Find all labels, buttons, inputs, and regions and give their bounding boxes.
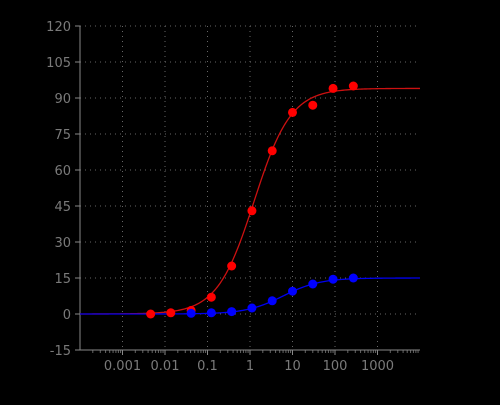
data-point-series-1 [247,206,257,216]
data-point-series-1 [267,146,277,156]
x-tick-label: 0.1 [197,359,218,374]
y-tick-label: 120 [46,20,71,35]
y-tick-label: -15 [50,344,71,359]
data-points [146,81,358,319]
x-tick-label: 0.001 [104,359,141,374]
data-point-series-2 [206,308,216,318]
data-point-series-1 [348,81,358,91]
grid-lines [80,25,420,351]
data-point-series-1 [308,100,318,110]
y-tick-label: 90 [54,92,71,107]
data-point-series-2 [348,273,358,283]
y-tick-label: 75 [54,128,71,143]
x-tick-label: 100 [323,359,348,374]
data-point-series-2 [328,274,338,284]
data-point-series-1 [206,292,216,302]
x-tick-label: 1 [246,359,254,374]
y-tick-label: 60 [54,164,71,179]
x-tick-label: 0.01 [151,359,180,374]
data-point-series-2 [247,303,257,313]
data-point-series-2 [308,279,318,289]
data-point-series-2 [267,296,277,306]
data-point-series-1 [328,83,338,93]
axes: -15 0 15 30 45 60 75 90 105 120 0.001 0.01 0.1 1 10 100… [46,20,420,374]
y-tick-label: 0 [63,308,71,323]
data-point-series-2 [186,308,196,318]
x-tick-label: 10 [284,359,301,374]
data-point-series-2 [227,307,237,317]
data-point-series-1 [166,308,176,318]
data-point-series-2 [288,286,297,296]
data-point-series-1 [146,309,156,319]
y-tick-label: 30 [54,236,71,251]
data-point-series-1 [288,107,297,117]
data-point-series-1 [227,261,237,271]
y-tick-label: 105 [46,56,71,71]
x-tick-label: 1000 [361,359,394,374]
y-tick-label: 45 [54,200,71,215]
y-tick-label: 15 [54,272,71,287]
